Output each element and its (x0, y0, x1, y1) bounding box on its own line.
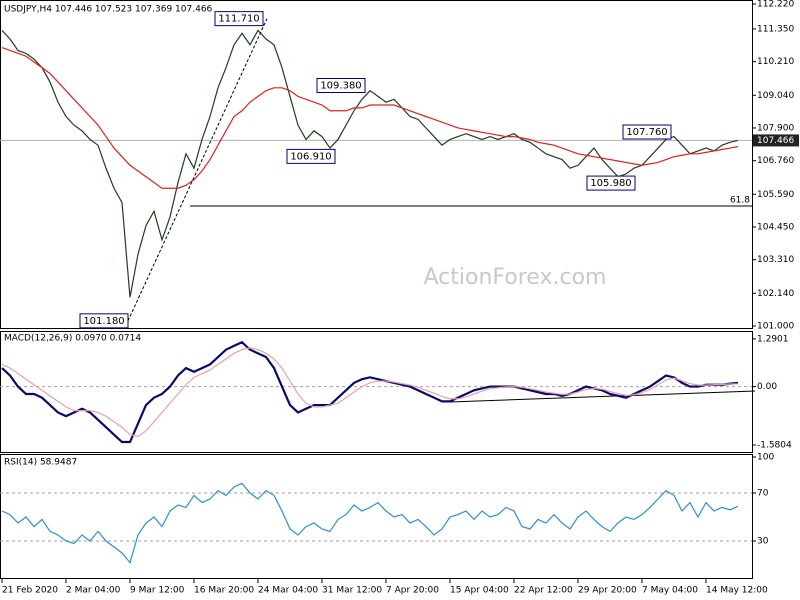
last-price-label: 107.466 (757, 136, 794, 146)
series-line (1, 347, 739, 438)
x-tick-label: 15 Apr 04:00 (450, 586, 509, 596)
x-tick-label: 7 May 04:00 (642, 586, 698, 596)
x-tick-label: 7 Apr 20:00 (386, 586, 439, 596)
y-tick-label: 100 (757, 453, 774, 463)
y-tick-label: 106.760 (757, 156, 794, 166)
annotation-box (622, 124, 672, 140)
x-tick-label: 31 Mar 12:00 (322, 586, 382, 596)
x-tick-label: 24 Mar 04:00 (258, 586, 318, 596)
last-price-box (753, 134, 799, 147)
y-tick-label: 70 (757, 489, 769, 499)
y-tick-label: 107.900 (757, 123, 794, 133)
y-tick-label: 104.450 (757, 222, 794, 232)
series-line (1, 482, 739, 564)
annotation-label: 109.380 (320, 81, 361, 92)
x-tick-label: 2 Mar 04:00 (66, 586, 121, 596)
trendline (127, 18, 268, 322)
annotation-box (316, 78, 366, 94)
annotation-label: 101.180 (83, 316, 124, 327)
y-tick-label: 101.000 (757, 322, 794, 332)
y-tick-label: 109.040 (757, 91, 794, 101)
y-tick-label: -1.5804 (757, 440, 792, 450)
series-line (1, 47, 739, 189)
y-tick-label: 105.590 (757, 190, 794, 200)
series-line (1, 29, 739, 298)
annotation-box (586, 175, 636, 191)
y-tick-label: 30 (757, 537, 769, 547)
y-tick-label: 103.310 (757, 255, 794, 265)
price-panel (0, 0, 753, 329)
x-tick-label: 16 Mar 20:00 (194, 586, 254, 596)
y-tick-label: 102.140 (757, 289, 794, 299)
retracement-label: 61.8 (730, 196, 750, 206)
x-tick-label: 29 Apr 20:00 (578, 586, 637, 596)
x-tick-label: 21 Feb 2020 (2, 586, 58, 596)
panel-title: MACD(12,26,9) 0.0970 0.0714 (4, 334, 141, 344)
x-tick-label: 14 May 12:00 (706, 586, 768, 596)
annotation-label: 111.710 (218, 14, 259, 25)
x-tick-label: 9 Mar 12:00 (130, 586, 185, 596)
y-tick-label: 110.210 (757, 57, 794, 67)
annotation-box (79, 313, 129, 329)
macd-trendline (449, 390, 756, 403)
annotation-box (214, 11, 264, 27)
y-tick-label: 112.220 (757, 0, 794, 10)
annotation-label: 106.910 (290, 151, 331, 162)
y-tick-label: 111.350 (757, 24, 794, 34)
series-line (1, 340, 739, 444)
annotation-label: 107.760 (626, 127, 667, 138)
watermark: ActionForex.com (424, 265, 607, 290)
panel-title: RSI(14) 58.9487 (4, 458, 77, 468)
x-tick-label: 22 Apr 12:00 (514, 586, 573, 596)
panel-title: USDJPY,H4 107.446 107.523 107.369 107.46… (4, 5, 213, 15)
macd-panel (0, 331, 753, 453)
annotation-label: 105.980 (590, 178, 631, 189)
rsi-panel (0, 454, 753, 579)
y-tick-label: 0.00 (757, 382, 777, 392)
annotation-box (286, 148, 336, 164)
y-tick-label: 1.2901 (757, 334, 789, 344)
